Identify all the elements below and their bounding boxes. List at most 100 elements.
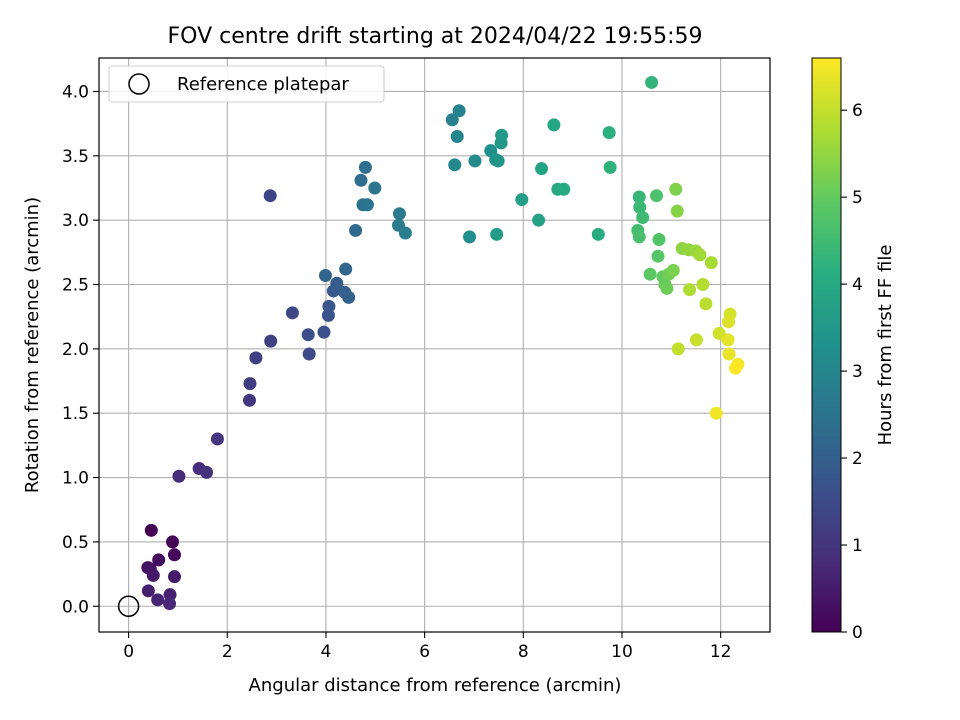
data-point <box>210 432 224 446</box>
data-point <box>392 207 406 221</box>
colorbar-tick-label: 6 <box>852 101 863 121</box>
data-point <box>603 160 617 174</box>
data-point <box>699 297 713 311</box>
chart-title: FOV centre drift starting at 2024/04/22 … <box>168 24 703 49</box>
x-tick-label: 8 <box>518 642 529 662</box>
data-point <box>650 189 664 203</box>
data-point <box>728 361 742 375</box>
y-tick-label: 2.0 <box>62 340 89 360</box>
x-tick-label: 6 <box>419 642 430 662</box>
legend-label: Reference platepar <box>177 74 349 95</box>
data-point <box>249 351 263 365</box>
data-point <box>354 173 368 187</box>
data-point <box>651 249 665 263</box>
data-point <box>670 204 684 218</box>
x-tick-label: 2 <box>222 642 233 662</box>
data-point <box>448 158 462 172</box>
data-point <box>689 333 703 347</box>
data-point <box>557 182 571 196</box>
colorbar-tick-label: 5 <box>852 188 863 208</box>
data-point <box>166 535 180 549</box>
y-tick-label: 3.0 <box>62 211 89 231</box>
data-point <box>643 267 657 281</box>
data-point <box>163 597 177 611</box>
data-point <box>709 406 723 420</box>
y-tick-label: 3.5 <box>62 147 89 167</box>
data-point <box>242 393 256 407</box>
colorbar-tick-label: 3 <box>852 362 863 382</box>
data-point <box>468 154 482 168</box>
data-point <box>547 118 561 132</box>
colorbar <box>811 57 842 633</box>
data-point <box>445 113 459 127</box>
y-tick-label: 0.0 <box>62 597 89 617</box>
data-point <box>152 553 166 567</box>
data-point <box>243 377 257 391</box>
data-point <box>349 223 363 237</box>
data-point <box>633 200 647 214</box>
y-tick-label: 4.0 <box>62 82 89 102</box>
data-point <box>632 230 646 244</box>
data-point <box>491 154 505 168</box>
data-point <box>452 104 466 118</box>
colorbar-tick-label: 4 <box>852 275 863 295</box>
reference-marker <box>117 595 140 618</box>
data-point <box>721 333 735 347</box>
reference-marker-layer <box>117 595 140 618</box>
data-point <box>696 278 710 292</box>
data-point <box>722 347 736 361</box>
data-point <box>515 193 529 207</box>
data-point <box>535 162 549 176</box>
data-point <box>463 230 477 244</box>
data-point <box>200 465 214 479</box>
legend: Reference platepar <box>108 65 385 103</box>
data-point <box>302 347 316 361</box>
x-tick-label: 10 <box>611 642 633 662</box>
data-point <box>532 213 546 227</box>
y-axis-label: Rotation from reference (arcmin) <box>22 197 43 493</box>
data-point <box>167 570 181 584</box>
data-point <box>669 182 683 196</box>
legend-marker-icon <box>128 73 150 95</box>
data-point <box>636 211 650 225</box>
data-point <box>722 315 736 329</box>
data-point <box>450 130 464 144</box>
data-point <box>285 306 299 320</box>
data-point <box>342 290 356 304</box>
data-point <box>172 469 186 483</box>
data-point <box>368 181 382 195</box>
x-tick-label: 0 <box>123 642 134 662</box>
data-point <box>339 262 353 276</box>
data-point <box>495 128 509 142</box>
colorbar-axis: 0 1 2 3 4 5 6 <box>841 101 863 643</box>
data-point <box>704 256 718 270</box>
y-tick-label: 1.0 <box>62 469 89 489</box>
data-point <box>490 227 504 241</box>
data-point <box>671 342 685 356</box>
data-point <box>263 189 277 203</box>
plot-frame <box>98 57 771 633</box>
x-axis: 0 2 4 6 8 10 12 <box>123 632 731 662</box>
colorbar-label: Hours from first FF file <box>875 245 896 446</box>
x-tick-label: 4 <box>321 642 332 662</box>
data-point <box>645 75 659 89</box>
x-tick-label: 12 <box>710 642 732 662</box>
grid <box>99 58 770 632</box>
data-point <box>358 160 372 174</box>
data-point <box>144 523 158 537</box>
legend-box <box>108 65 385 103</box>
data-point <box>683 283 697 297</box>
x-axis-label: Angular distance from reference (arcmin) <box>249 675 622 696</box>
data-point <box>602 126 616 140</box>
data-point <box>666 263 680 277</box>
data-point <box>146 568 160 582</box>
data-point <box>141 584 155 598</box>
data-point <box>660 281 674 295</box>
data-point <box>652 232 666 246</box>
data-point <box>301 328 315 342</box>
data-point <box>322 299 336 313</box>
y-tick-label: 1.5 <box>62 404 89 424</box>
colorbar-tick-label: 2 <box>852 449 863 469</box>
data-point <box>632 190 646 204</box>
data-point <box>318 269 332 283</box>
